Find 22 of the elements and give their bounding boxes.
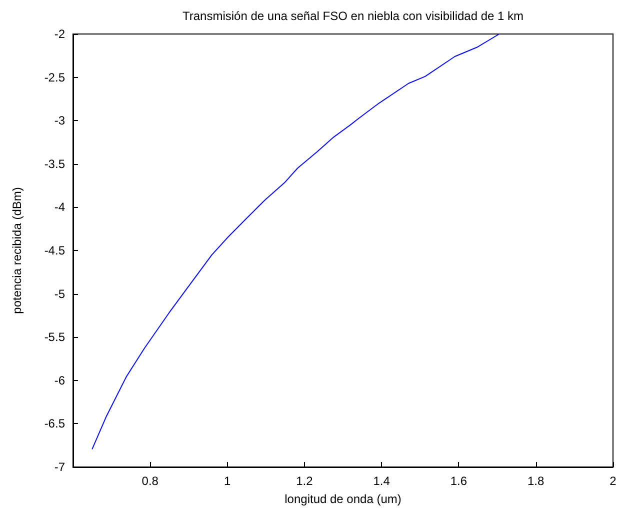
y-tick-label: -2: [54, 27, 66, 41]
x-tick-label: 1.4: [373, 474, 390, 488]
chart-title: Transmisión de una señal FSO en niebla con visibilidad de 1 km: [182, 9, 524, 23]
x-tick-label: 0.8: [142, 474, 159, 488]
x-tick-label: 2: [610, 474, 617, 488]
y-tick-label: -5.5: [44, 330, 66, 344]
y-tick-label: -6: [54, 373, 66, 388]
x-tick-label: 1.6: [450, 474, 468, 488]
y-axis-title: potencia recibida (dBm): [10, 187, 24, 314]
y-tick-label: -4: [54, 200, 66, 214]
y-tick-label: -6.5: [44, 416, 66, 431]
line-series: [92, 34, 500, 450]
x-tick-label: 1.8: [528, 474, 545, 488]
y-tick-label: -7: [54, 460, 66, 474]
y-tick-label: -3.5: [44, 156, 66, 171]
x-tick-label: 1.2: [296, 474, 314, 488]
x-axis-title: longitud de onda (um): [284, 492, 402, 506]
y-tick-label: -5: [54, 286, 66, 301]
y-tick-label: -2.5: [44, 70, 66, 84]
y-tick-label: -3: [54, 114, 66, 128]
x-tick-label: 1: [224, 474, 231, 488]
y-tick-label: -4.5: [44, 244, 66, 258]
